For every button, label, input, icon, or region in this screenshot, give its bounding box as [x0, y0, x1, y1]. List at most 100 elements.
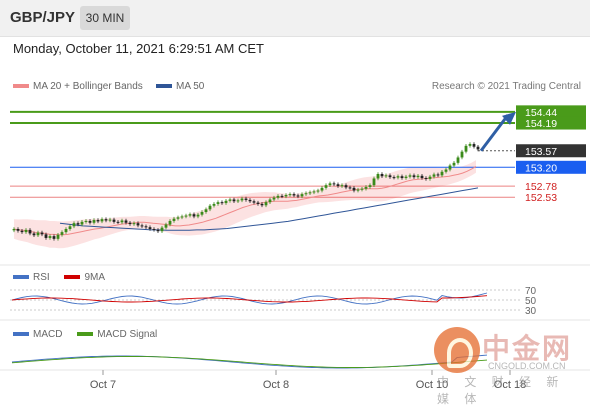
candle-body — [136, 223, 140, 226]
macd-legend-label: MACD — [33, 329, 63, 340]
candle-body — [244, 198, 248, 200]
candle-body — [160, 227, 164, 232]
candle-body — [332, 183, 336, 185]
candle-body — [200, 212, 204, 215]
candle-body — [444, 169, 448, 172]
candle-body — [116, 221, 120, 223]
candle-body — [204, 209, 208, 212]
candle-body — [16, 228, 20, 231]
rsi-ma-line — [11, 295, 488, 303]
candle-body — [372, 178, 376, 186]
candle-body — [316, 190, 320, 192]
rsi-level-label: 30 — [525, 306, 537, 317]
candle-body — [12, 228, 16, 231]
watermark-url: CNGOLD.COM.CN — [488, 361, 566, 371]
price-tag-label-154.44: 154.44 — [525, 107, 557, 119]
price-tag-153.20 — [516, 160, 586, 174]
candle-body — [216, 202, 220, 204]
candle-body — [468, 144, 472, 146]
candle-body — [304, 193, 308, 195]
timeframe-button[interactable]: 30 MIN — [80, 6, 130, 30]
candle-body — [432, 174, 436, 177]
candle-body — [416, 175, 420, 178]
watermark-subtitle: 中 文 财 经 新 媒 体 — [437, 375, 565, 406]
macd-signal-legend-label: MACD Signal — [97, 329, 158, 340]
candle-body — [80, 221, 84, 225]
candle-body — [352, 187, 356, 191]
candle-body — [184, 215, 188, 217]
price-tag-label-153.20: 153.20 — [525, 162, 557, 174]
rsi-ma-swatch — [64, 275, 81, 280]
candle-body — [384, 175, 388, 177]
price-tag-label-153.57: 153.57 — [525, 146, 557, 158]
bollinger-band — [14, 160, 476, 249]
candle-body — [344, 185, 348, 188]
ma20-line — [13, 165, 477, 236]
watermark-logo — [434, 327, 480, 373]
candle-body — [376, 174, 380, 179]
macd-signal-swatch — [77, 332, 94, 337]
candle-body — [40, 232, 44, 235]
candle-body — [336, 184, 340, 187]
candle-body — [412, 175, 416, 178]
candle-body — [448, 165, 452, 170]
candle-body — [460, 151, 464, 158]
candle-body — [208, 205, 212, 210]
rsi-legend: RSI 9MA — [13, 272, 105, 283]
forecast-arrow — [479, 114, 510, 152]
candle-body — [96, 220, 100, 222]
candle-body — [60, 232, 64, 235]
candle-body — [324, 185, 328, 188]
candle-body — [272, 197, 276, 200]
candle-body — [72, 223, 76, 227]
candle-body — [428, 176, 432, 179]
candle-body — [84, 220, 88, 222]
candle-body — [240, 198, 244, 201]
research-credit: Research © 2021 Trading Central — [431, 81, 581, 92]
macd-swatch — [13, 332, 29, 337]
candle-body — [284, 195, 288, 197]
ma50-legend: MA 50 — [156, 81, 204, 92]
price-tag-154.44 — [516, 105, 586, 119]
rsi-ma-legend-label: 9MA — [84, 272, 106, 283]
candle-body — [100, 219, 104, 222]
candle-body — [180, 216, 184, 218]
x-tick-label: Oct 10 — [416, 379, 448, 391]
rsi-legend-label: RSI — [33, 272, 50, 283]
candle-body — [36, 232, 40, 236]
candle-body — [276, 195, 280, 198]
x-tick-label: Oct 7 — [90, 379, 116, 391]
macd-legend: MACD MACD Signal — [13, 329, 157, 340]
candle-body — [68, 226, 72, 229]
candle-body — [252, 201, 256, 203]
candle-body — [196, 214, 200, 217]
candle-body — [348, 187, 352, 189]
candle-body — [156, 229, 160, 232]
candle-body — [172, 218, 176, 221]
candle-body — [392, 177, 396, 179]
candle-body — [132, 223, 136, 225]
candle-body — [256, 202, 260, 204]
watermark-title: 中金网 — [482, 333, 573, 364]
candle-body — [112, 219, 116, 222]
candle-body — [64, 228, 68, 233]
price-tag-label-152.53: 152.53 — [525, 192, 557, 204]
candle-body — [228, 199, 232, 201]
candle-body — [212, 203, 216, 206]
candle-body — [268, 199, 272, 203]
ma20-legend-label: MA 20 + Bollinger Bands — [33, 81, 143, 92]
candle-body — [388, 175, 392, 178]
candle-body — [464, 145, 468, 152]
candle-body — [420, 175, 424, 179]
candle-body — [108, 219, 112, 221]
candle-body — [20, 230, 24, 233]
candle-body — [140, 225, 144, 227]
candle-body — [440, 171, 444, 176]
candle-body — [400, 176, 404, 179]
candle-body — [220, 202, 224, 204]
candle-body — [176, 217, 180, 219]
candle-body — [340, 185, 344, 187]
candle-body — [56, 234, 60, 239]
price-tag-153.57 — [516, 144, 586, 158]
candle-body — [192, 214, 196, 217]
